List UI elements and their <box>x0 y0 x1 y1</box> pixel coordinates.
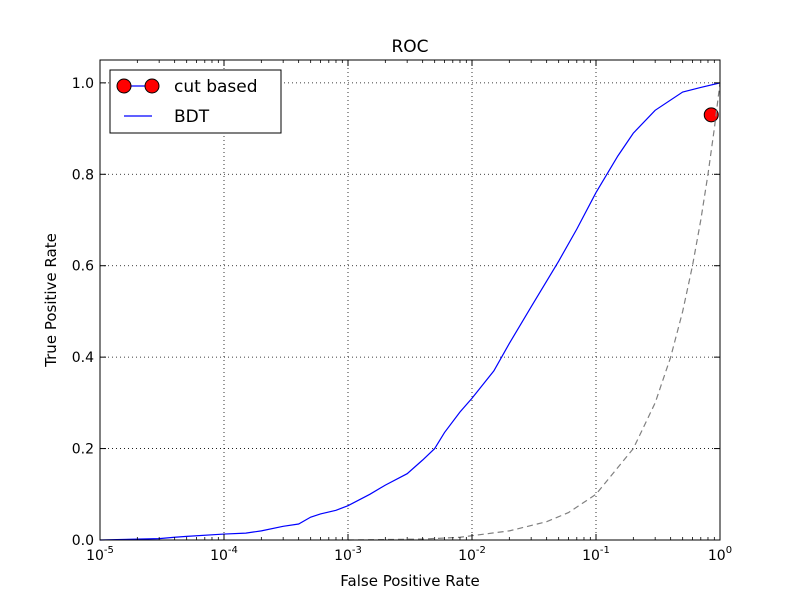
x-tick-label: 10-4 <box>210 545 238 564</box>
plot-frame <box>99 59 721 541</box>
x-tick-label: 10-2 <box>458 545 486 564</box>
x-tick-label: 10-5 <box>86 545 114 564</box>
y-tick-label: 0.0 <box>72 533 94 549</box>
y-tick-label: 0.4 <box>72 350 94 366</box>
y-tick-label: 0.6 <box>72 259 94 275</box>
chart-title: ROC <box>391 37 428 57</box>
legend-cut-marker-swatch-2 <box>144 78 160 94</box>
y-axis-label: True Positive Rate <box>42 233 60 368</box>
bdt-line <box>99 82 721 541</box>
y-tick-label: 0.8 <box>72 167 94 183</box>
random-guess-line <box>347 82 721 541</box>
x-axis-label: False Positive Rate <box>340 572 479 590</box>
x-tick-label: 100 <box>708 545 732 564</box>
legend-label-cut-based: cut based <box>174 77 258 97</box>
plot-series <box>99 82 721 541</box>
x-tick-label: 10-1 <box>582 545 610 564</box>
x-tick-label: 10-3 <box>334 545 362 564</box>
legend: cut based BDT <box>109 69 282 134</box>
legend-cut-marker-swatch <box>116 78 132 94</box>
y-tick-label: 0.2 <box>72 442 94 458</box>
y-tick-label: 1.0 <box>72 76 94 92</box>
legend-label-bdt: BDT <box>174 107 210 127</box>
cut-based-point <box>703 107 719 123</box>
grid <box>100 60 720 540</box>
legend-box <box>109 69 282 134</box>
axis-ticks: 10-5 10-4 10-3 10-2 10-1 100 0.0 0.2 0.4 0.6 0.8 1.… <box>72 60 732 564</box>
